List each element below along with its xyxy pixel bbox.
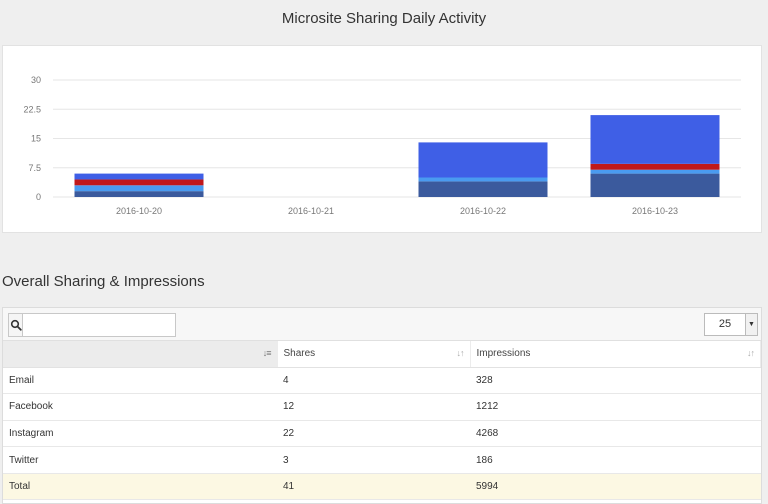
column-header-label: Shares: [283, 348, 316, 360]
cell-total-impressions: 5994: [470, 473, 761, 501]
column-header-impressions[interactable]: Impressions ↓↑: [470, 341, 761, 368]
cell-channel: Facebook: [3, 393, 277, 421]
sharing-table: ↓≡ Shares ↓↑ Impressions ↓↑ Email 4 328 …: [3, 341, 761, 501]
table-row: Email 4 328: [3, 367, 761, 395]
table-row: Instagram 22 4268: [3, 420, 761, 448]
cell-total-label: Total: [3, 473, 277, 501]
y-tick-label: 7.5: [28, 163, 41, 173]
y-tick-label: 0: [36, 192, 41, 202]
page-size-select[interactable]: 25 ▼: [704, 313, 758, 336]
bar-segment: [590, 169, 720, 174]
cell-impressions: 1212: [470, 393, 761, 421]
cell-shares: 4: [277, 367, 470, 395]
cell-shares: 12: [277, 393, 470, 421]
chart-panel: 0 7.5 15 22.5 30 2016-10-20 2016-10-21 2016-10-…: [2, 45, 762, 233]
search-input[interactable]: [23, 314, 175, 336]
x-tick-label: 2016-10-21: [288, 206, 334, 216]
y-tick-label: 15: [31, 134, 41, 144]
cell-impressions: 328: [470, 367, 761, 395]
bar-segment: [74, 191, 204, 197]
chevron-down-icon[interactable]: ▼: [745, 314, 757, 335]
bar-segment: [590, 115, 720, 164]
column-header-shares[interactable]: Shares ↓↑: [277, 341, 471, 368]
cell-impressions: 186: [470, 446, 761, 474]
table-panel: 25 ▼ ↓≡ Shares ↓↑ Impressions ↓↑: [2, 307, 762, 504]
column-header-channel[interactable]: ↓≡: [3, 341, 278, 368]
bar-chart: 0 7.5 15 22.5 30 2016-10-20 2016-10-21 2016-10-…: [23, 75, 741, 216]
page-size-value: 25: [718, 318, 732, 330]
bar-segment: [590, 163, 720, 170]
sort-icon: ↓↑: [747, 348, 755, 358]
search-icon: [10, 319, 22, 331]
table-total-row: Total 41 5994: [3, 473, 761, 501]
sort-ascending-icon: ↓≡: [262, 348, 272, 358]
cell-shares: 3: [277, 446, 470, 474]
cell-impressions: 4268: [470, 420, 761, 448]
table-row: Twitter 3 186: [3, 446, 761, 474]
column-header-label: Impressions: [476, 348, 531, 360]
cell-channel: Email: [3, 367, 277, 395]
bar-segment: [418, 181, 548, 197]
bar-segment: [74, 179, 204, 186]
search-button[interactable]: [9, 314, 23, 336]
y-tick-label: 30: [31, 75, 41, 85]
x-tick-label: 2016-10-22: [460, 206, 506, 216]
cell-total-shares: 41: [277, 473, 470, 501]
sort-icon: ↓↑: [456, 348, 465, 358]
bar-segment: [74, 185, 204, 192]
table-header-row: ↓≡ Shares ↓↑ Impressions ↓↑: [3, 341, 761, 368]
cell-channel: Twitter: [3, 446, 277, 474]
x-tick-label: 2016-10-20: [116, 206, 162, 216]
chart-title: Microsite Sharing Daily Activity: [281, 10, 487, 27]
bar-segment: [74, 173, 204, 180]
x-tick-label: 2016-10-23: [632, 206, 678, 216]
bar-segment: [590, 173, 720, 197]
table-toolbar: 25 ▼: [3, 308, 761, 341]
bar-segment: [418, 177, 548, 182]
cell-channel: Instagram: [3, 420, 277, 448]
table-row: Facebook 12 1212: [3, 393, 761, 421]
search-box: [8, 313, 176, 337]
bar-segment: [418, 142, 548, 178]
cell-shares: 22: [277, 420, 470, 448]
y-tick-label: 22.5: [23, 104, 41, 114]
section-title: Overall Sharing & Impressions: [2, 273, 205, 290]
